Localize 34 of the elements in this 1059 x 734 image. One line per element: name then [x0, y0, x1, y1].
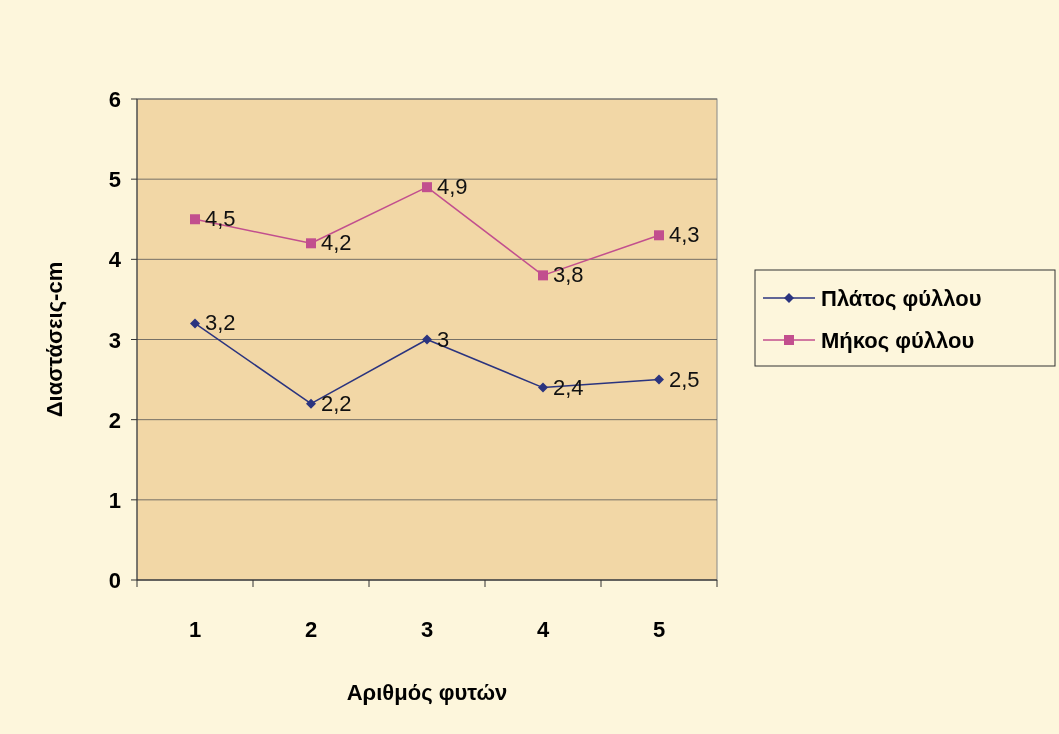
- x-tick-label: 2: [304, 617, 318, 642]
- point: [190, 318, 200, 329]
- x-tick-label: 4: [536, 617, 550, 642]
- y-tick-label: 6: [108, 87, 121, 112]
- point: [306, 398, 316, 409]
- x-axis-title: Αριθμός φυτών: [346, 680, 508, 705]
- x-tick-label: 3: [420, 617, 434, 642]
- legend-label: Πλάτος φύλλου: [821, 286, 982, 311]
- point: [538, 270, 548, 281]
- y-tick-label: 0: [108, 568, 121, 593]
- point: [538, 382, 548, 393]
- data-label: 4,2: [321, 230, 352, 256]
- y-tick-label: 2: [108, 407, 121, 433]
- point: [422, 182, 432, 193]
- y-tick-label: 3: [108, 327, 121, 353]
- data-label: 4,3: [669, 222, 700, 248]
- data-label: 4,9: [437, 174, 468, 200]
- point: [190, 214, 200, 225]
- point: [422, 334, 432, 345]
- y-tick-label: 5: [108, 167, 121, 193]
- point: [654, 230, 664, 241]
- y-tick-label: 4: [108, 247, 122, 273]
- y-axis-title: Διαστάσεις-cm: [42, 261, 67, 418]
- point: [654, 374, 664, 385]
- x-tick-label: 5: [652, 617, 666, 642]
- x-tick-label: 1: [188, 617, 202, 642]
- data-label: 4,5: [205, 206, 236, 232]
- data-label: 2,2: [321, 390, 352, 416]
- point: [306, 238, 316, 249]
- data-label: 3,2: [205, 310, 236, 336]
- y-tick-label: 1: [108, 487, 121, 513]
- data-label: 2,5: [669, 366, 700, 392]
- legend-label: Μήκος φύλλου: [821, 328, 975, 353]
- data-label: 3,8: [553, 262, 584, 288]
